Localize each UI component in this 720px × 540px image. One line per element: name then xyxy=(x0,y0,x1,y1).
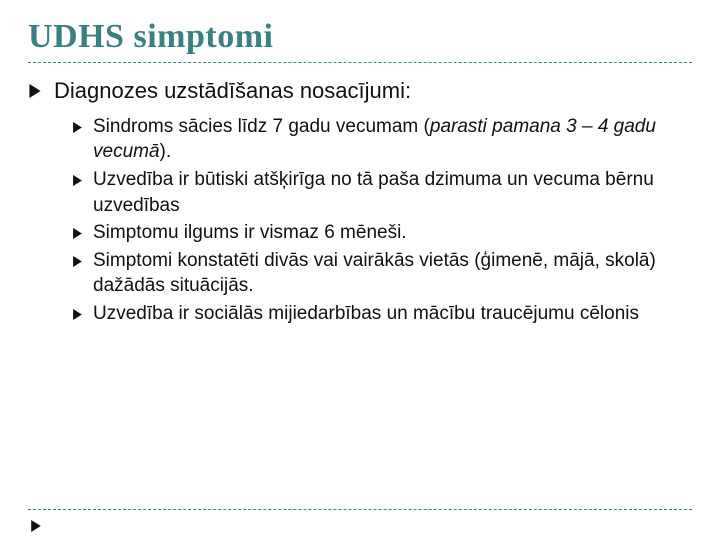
bullet-arrow-icon xyxy=(72,175,83,186)
list-item-text: Uzvedība ir sociālās mijiedarbības un mā… xyxy=(93,301,639,327)
bullet-arrow-icon xyxy=(72,256,83,267)
bullet-arrow-icon xyxy=(72,122,83,133)
list-item: Simptomi konstatēti divās vai vairākās v… xyxy=(72,248,682,299)
slide: UDHS simptomi Diagnozes uzstādīšanas nos… xyxy=(0,0,720,540)
list-item-text: Sindroms sācies līdz 7 gadu vecumam (par… xyxy=(93,114,682,165)
bullet-arrow-icon xyxy=(72,309,83,320)
bullet-arrow-icon xyxy=(72,228,83,239)
footer-arrow-icon xyxy=(30,520,42,532)
title-underline xyxy=(28,62,692,63)
list-item: Uzvedība ir sociālās mijiedarbības un mā… xyxy=(72,301,682,327)
list-item-text: Simptomi konstatēti divās vai vairākās v… xyxy=(93,248,682,299)
list-item: Simptomu ilgums ir vismaz 6 mēneši. xyxy=(72,220,682,246)
list-item-text: Uzvedība ir būtiski atšķirīga no tā paša… xyxy=(93,167,682,218)
level1-text: Diagnozes uzstādīšanas nosacījumi: xyxy=(54,77,411,106)
level1-item: Diagnozes uzstādīšanas nosacījumi: xyxy=(28,77,692,106)
footer-line xyxy=(28,509,692,510)
list-item-text: Simptomu ilgums ir vismaz 6 mēneši. xyxy=(93,220,407,246)
level2-list: Sindroms sācies līdz 7 gadu vecumam (par… xyxy=(28,114,692,327)
bullet-arrow-icon xyxy=(28,84,42,98)
slide-title: UDHS simptomi xyxy=(28,18,692,56)
list-item: Sindroms sācies līdz 7 gadu vecumam (par… xyxy=(72,114,682,165)
list-item: Uzvedība ir būtiski atšķirīga no tā paša… xyxy=(72,167,682,218)
